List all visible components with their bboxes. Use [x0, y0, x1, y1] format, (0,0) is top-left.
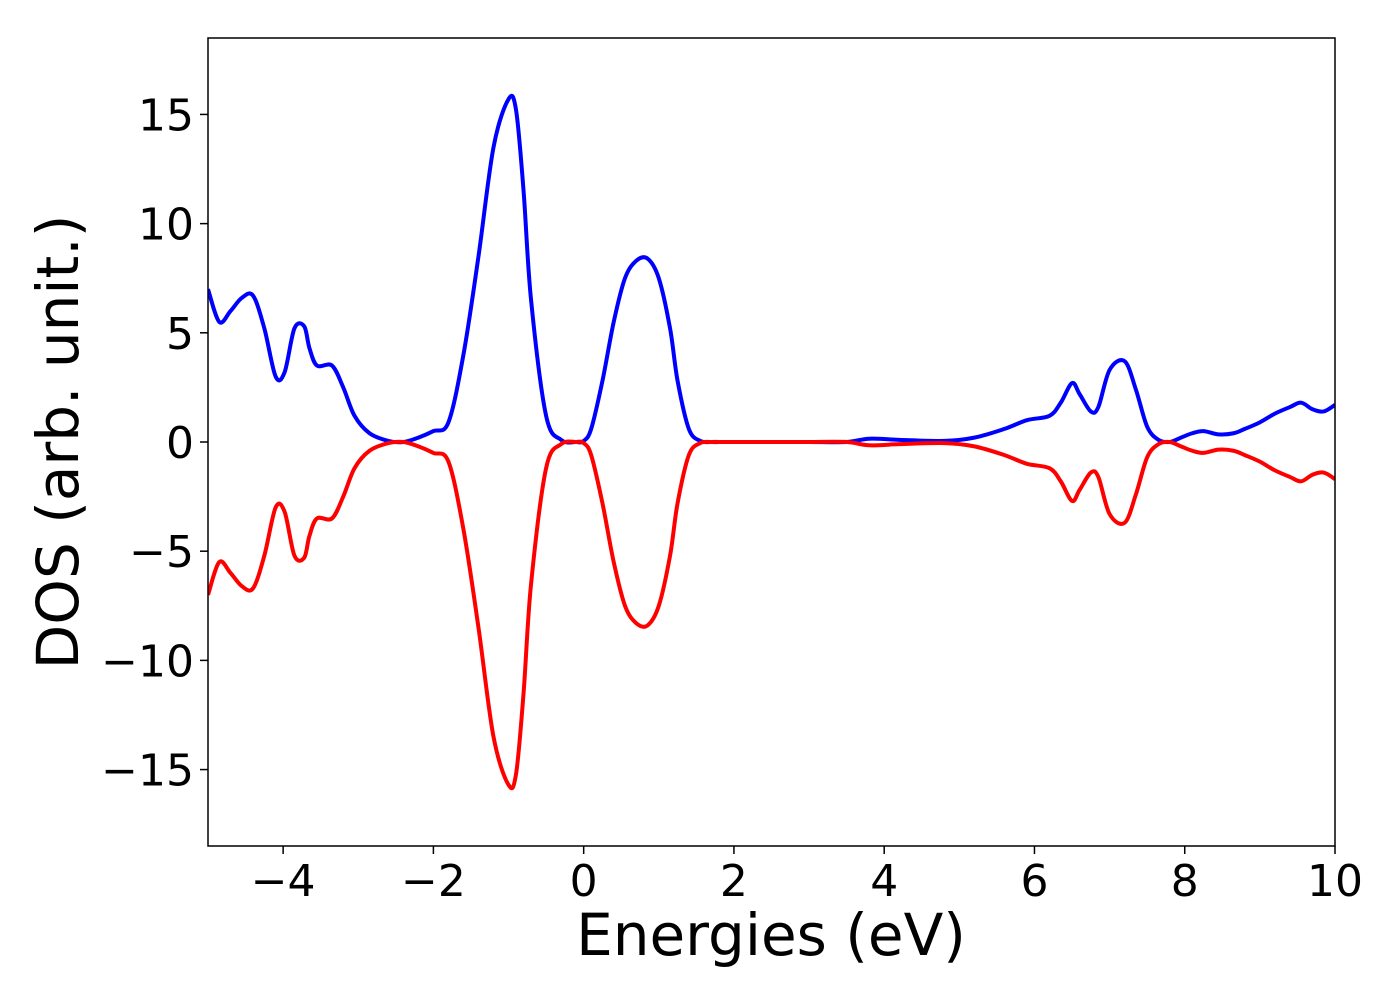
- y-tick-label: −15: [101, 746, 194, 797]
- y-axis-ticks: −15 −10 −5 0 5 10 15: [101, 90, 208, 797]
- x-tick-label: −2: [401, 856, 466, 907]
- y-tick-label: −10: [101, 636, 194, 687]
- y-tick-label: −5: [129, 527, 194, 578]
- y-tick-label: 5: [166, 309, 194, 360]
- x-tick-label: 0: [570, 856, 598, 907]
- x-tick-label: 4: [870, 856, 898, 907]
- y-tick-label: 10: [138, 200, 194, 251]
- y-tick-label: 15: [138, 90, 194, 141]
- plot-area: [208, 93, 1335, 791]
- x-axis-label: Energies (eV): [576, 901, 966, 969]
- x-tick-label: 2: [720, 856, 748, 907]
- x-axis-ticks: −4 −2 0 2 4 6 8 10: [251, 846, 1363, 907]
- x-tick-label: 8: [1171, 856, 1199, 907]
- x-tick-label: 6: [1020, 856, 1048, 907]
- y-axis-label: DOS (arb. unit.): [24, 215, 92, 670]
- y-tick-label: 0: [166, 418, 194, 469]
- x-tick-label: −4: [251, 856, 316, 907]
- dos-spin-up-line: [208, 93, 1335, 445]
- dos-spin-down-line: [208, 439, 1335, 791]
- x-tick-label: 10: [1307, 856, 1363, 907]
